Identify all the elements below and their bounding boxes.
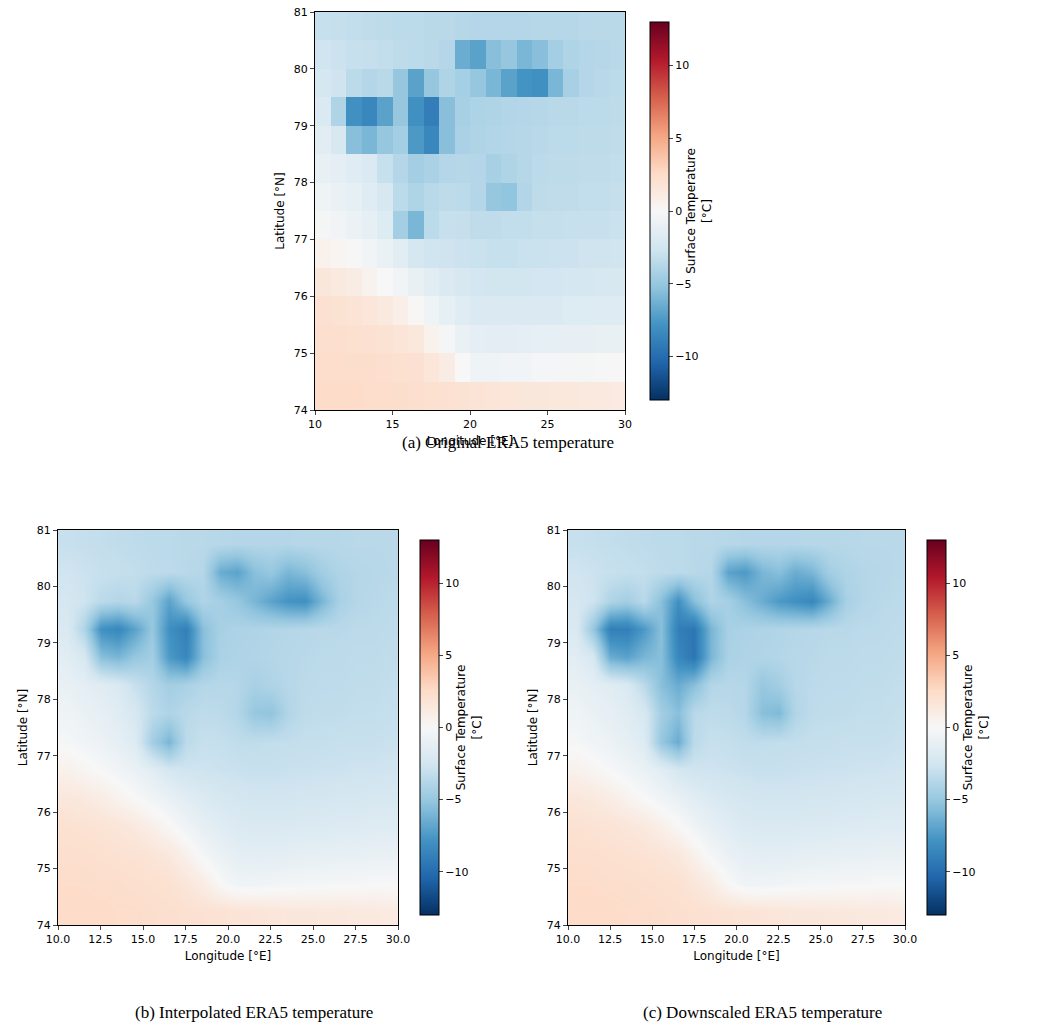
svg-text:Latitude [°N]: Latitude [°N]: [526, 689, 540, 767]
svg-text:79: 79: [294, 120, 308, 133]
svg-text:74: 74: [547, 919, 561, 932]
svg-text:74: 74: [37, 919, 51, 932]
svg-text:Surface Temperature[°C]: Surface Temperature[°C]: [961, 665, 991, 791]
svg-text:76: 76: [294, 290, 308, 303]
svg-text:Longitude [°E]: Longitude [°E]: [427, 434, 513, 448]
svg-text:30: 30: [618, 418, 632, 431]
svg-text:−5: −5: [675, 278, 691, 291]
svg-text:10: 10: [952, 577, 966, 590]
svg-text:20.0: 20.0: [724, 933, 749, 946]
svg-text:77: 77: [294, 233, 308, 246]
svg-text:22.5: 22.5: [766, 933, 791, 946]
svg-text:−5: −5: [952, 793, 968, 806]
svg-text:75: 75: [37, 862, 51, 875]
svg-text:78: 78: [547, 693, 561, 706]
svg-text:Longitude [°E]: Longitude [°E]: [185, 949, 271, 963]
svg-text:Latitude [°N]: Latitude [°N]: [273, 172, 287, 250]
svg-text:10: 10: [308, 418, 322, 431]
svg-text:12.5: 12.5: [598, 933, 623, 946]
svg-text:(b) Interpolated ERA5 temperat: (b) Interpolated ERA5 temperature: [135, 1003, 373, 1022]
svg-text:80: 80: [294, 63, 308, 76]
svg-text:−10: −10: [675, 350, 698, 363]
svg-text:−10: −10: [445, 866, 468, 879]
svg-text:81: 81: [547, 524, 561, 537]
svg-text:15.0: 15.0: [131, 933, 156, 946]
svg-text:Surface Temperature[°C]: Surface Temperature[°C]: [454, 665, 484, 791]
svg-text:80: 80: [547, 580, 561, 593]
svg-text:20.0: 20.0: [216, 933, 241, 946]
svg-text:5: 5: [952, 649, 959, 662]
svg-text:78: 78: [294, 176, 308, 189]
svg-text:76: 76: [547, 806, 561, 819]
svg-text:81: 81: [37, 524, 51, 537]
svg-text:25: 25: [541, 418, 555, 431]
svg-text:10.0: 10.0: [556, 933, 581, 946]
svg-text:75: 75: [294, 347, 308, 360]
svg-text:0: 0: [952, 721, 959, 734]
svg-text:15.0: 15.0: [640, 933, 665, 946]
svg-text:76: 76: [37, 806, 51, 819]
svg-text:75: 75: [547, 862, 561, 875]
svg-text:10.0: 10.0: [46, 933, 71, 946]
svg-text:Longitude [°E]: Longitude [°E]: [693, 949, 779, 963]
svg-text:27.5: 27.5: [851, 933, 876, 946]
svg-text:−5: −5: [445, 793, 461, 806]
svg-text:30.0: 30.0: [893, 933, 918, 946]
svg-text:17.5: 17.5: [173, 933, 198, 946]
svg-text:0: 0: [445, 721, 452, 734]
svg-text:79: 79: [37, 637, 51, 650]
svg-text:5: 5: [675, 132, 682, 145]
svg-text:80: 80: [37, 580, 51, 593]
svg-text:77: 77: [547, 750, 561, 763]
svg-text:Latitude [°N]: Latitude [°N]: [16, 689, 30, 767]
svg-text:20: 20: [463, 418, 477, 431]
svg-text:0: 0: [675, 205, 682, 218]
svg-text:78: 78: [37, 693, 51, 706]
svg-text:79: 79: [547, 637, 561, 650]
svg-text:10: 10: [675, 59, 689, 72]
svg-text:77: 77: [37, 750, 51, 763]
svg-text:74: 74: [294, 404, 308, 417]
svg-text:25.0: 25.0: [301, 933, 326, 946]
svg-text:5: 5: [445, 649, 452, 662]
svg-text:17.5: 17.5: [682, 933, 707, 946]
svg-text:−10: −10: [952, 866, 975, 879]
svg-text:(c) Downscaled ERA5 temperatur: (c) Downscaled ERA5 temperature: [643, 1003, 882, 1022]
svg-text:30.0: 30.0: [386, 933, 411, 946]
svg-text:27.5: 27.5: [343, 933, 368, 946]
svg-text:15: 15: [386, 418, 400, 431]
svg-text:12.5: 12.5: [88, 933, 113, 946]
svg-text:(a) Original ERA5 temperature: (a) Original ERA5 temperature: [402, 433, 614, 452]
svg-text:10: 10: [445, 577, 459, 590]
svg-text:22.5: 22.5: [258, 933, 283, 946]
svg-text:Surface Temperature[°C]: Surface Temperature[°C]: [684, 148, 714, 274]
svg-text:25.0: 25.0: [809, 933, 834, 946]
svg-text:81: 81: [294, 6, 308, 19]
